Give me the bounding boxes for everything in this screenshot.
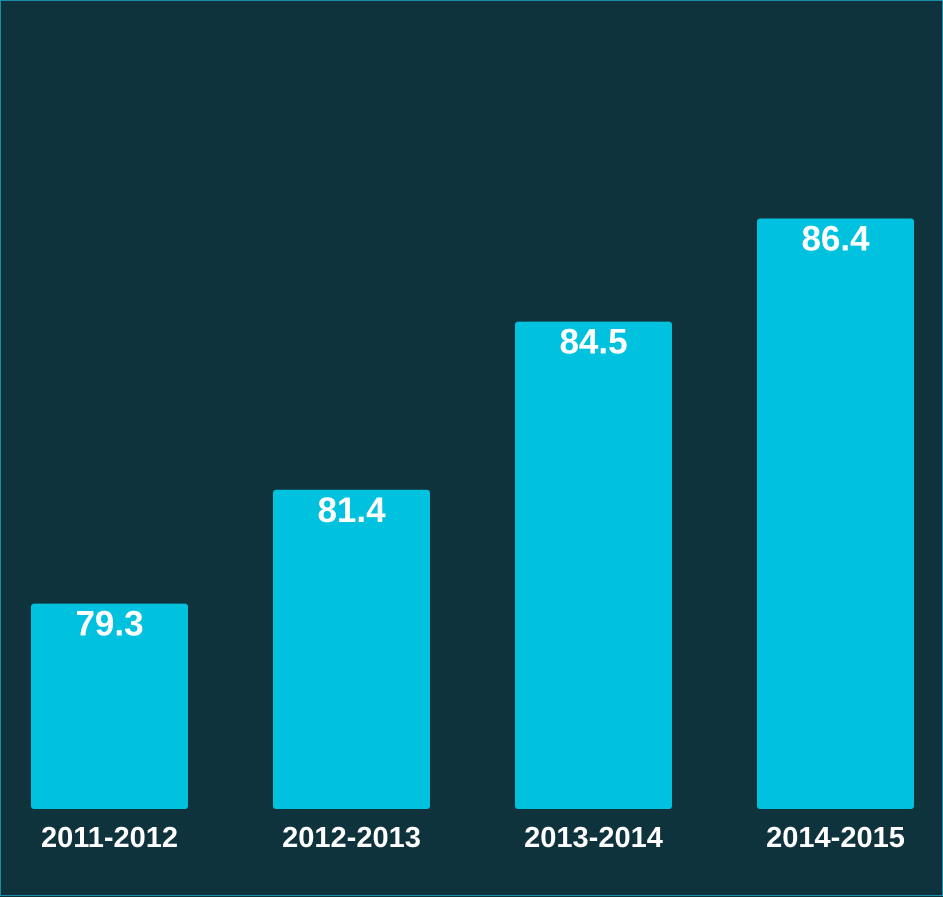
category-label-2011-2012: 2011-2012	[41, 822, 178, 854]
value-label-2013-2014: 84.5	[559, 323, 627, 362]
bar-2014-2015	[757, 218, 914, 809]
bar-2012-2013	[273, 489, 430, 809]
bar-2013-2014	[515, 321, 672, 809]
category-label-2013-2014: 2013-2014	[524, 822, 663, 854]
category-label-2014-2015: 2014-2015	[766, 822, 905, 854]
value-label-2012-2013: 81.4	[317, 491, 386, 530]
value-label-2011-2012: 79.3	[75, 605, 143, 644]
category-label-2012-2013: 2012-2013	[282, 822, 421, 854]
value-label-2014-2015: 86.4	[801, 220, 870, 259]
bar-2011-2012	[31, 603, 188, 809]
